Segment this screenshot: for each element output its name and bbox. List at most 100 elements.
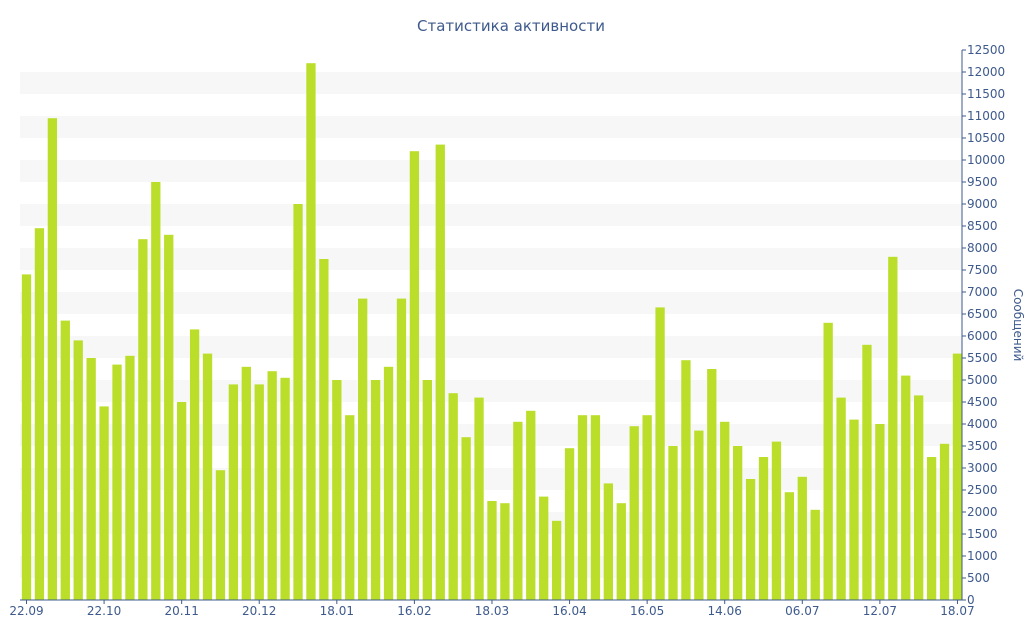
x-tick-label: 12.07 [863, 604, 897, 618]
y-tick-label: 10000 [967, 153, 1005, 167]
bar[interactable] [47, 118, 58, 600]
bar[interactable] [758, 457, 769, 600]
bar[interactable] [448, 393, 458, 600]
bar[interactable] [952, 353, 963, 600]
bar[interactable] [784, 492, 795, 600]
bar[interactable] [383, 366, 394, 600]
bar[interactable] [435, 144, 445, 600]
x-tick-label: 16.04 [552, 604, 586, 618]
bar[interactable] [526, 410, 536, 600]
bar[interactable] [564, 448, 575, 600]
bar[interactable] [603, 483, 613, 600]
grid-band [20, 336, 962, 358]
bar[interactable] [849, 419, 859, 600]
bar[interactable] [138, 239, 148, 600]
bar[interactable] [345, 415, 355, 600]
bar[interactable] [797, 476, 807, 600]
bar[interactable] [202, 353, 213, 600]
bar[interactable] [590, 415, 601, 600]
bar[interactable] [500, 503, 510, 600]
bar[interactable] [293, 204, 303, 600]
bar[interactable] [668, 446, 678, 600]
bar[interactable] [189, 329, 200, 600]
grid-band [20, 424, 962, 446]
x-tick-label: 16.05 [630, 604, 664, 618]
bar[interactable] [926, 457, 937, 600]
bar[interactable] [539, 496, 549, 600]
y-tick-label: 9000 [967, 197, 998, 211]
bar[interactable] [771, 441, 782, 600]
bar[interactable] [487, 501, 497, 600]
y-tick-label: 4000 [967, 417, 998, 431]
bar[interactable] [215, 470, 226, 600]
bar[interactable] [319, 259, 329, 600]
grid-band [20, 468, 962, 490]
bar[interactable] [34, 228, 45, 600]
bar[interactable] [694, 430, 704, 600]
y-tick-label: 1000 [967, 549, 998, 563]
bar[interactable] [875, 424, 885, 600]
bars [21, 63, 963, 601]
bar[interactable] [655, 307, 665, 600]
x-tick-label: 18.07 [940, 604, 974, 618]
bar[interactable] [707, 369, 717, 600]
bar[interactable] [720, 421, 730, 600]
bar[interactable] [112, 364, 122, 600]
bar[interactable] [241, 366, 251, 600]
bar[interactable] [939, 443, 950, 600]
bar[interactable] [836, 397, 846, 600]
y-tick-label: 8000 [967, 241, 998, 255]
bar[interactable] [616, 503, 626, 600]
bar[interactable] [733, 446, 743, 600]
bar[interactable] [280, 377, 290, 600]
bar[interactable] [370, 380, 381, 600]
bar[interactable] [577, 415, 588, 600]
bar[interactable] [474, 397, 484, 600]
bar[interactable] [862, 344, 872, 600]
bar[interactable] [681, 360, 691, 600]
bar[interactable] [358, 298, 368, 600]
y-tick-label: 1500 [967, 527, 998, 541]
y-tick-label: 2000 [967, 505, 998, 519]
y-tick-label: 11000 [967, 109, 1005, 123]
bar[interactable] [332, 380, 342, 600]
bar[interactable] [422, 380, 432, 600]
y-tick-label: 0 [967, 593, 975, 607]
bar[interactable] [642, 415, 652, 600]
bar[interactable] [254, 384, 264, 600]
x-tick-label: 18.03 [475, 604, 509, 618]
bar[interactable] [73, 340, 83, 600]
bar[interactable] [228, 384, 239, 600]
bar[interactable] [409, 151, 420, 600]
bar[interactable] [901, 375, 911, 600]
bar[interactable] [164, 234, 174, 601]
bar[interactable] [60, 320, 70, 600]
bar[interactable] [810, 509, 820, 600]
bar[interactable] [125, 355, 135, 600]
y-axis-ticks: 0 500 1000 1500 2000 2500 3000 3500 4000 4500 5000… [962, 43, 1005, 607]
grid-band [20, 72, 962, 94]
bar[interactable] [396, 298, 407, 600]
bar[interactable] [151, 182, 161, 600]
bar[interactable] [99, 406, 109, 600]
bar[interactable] [86, 358, 96, 600]
bar[interactable] [745, 479, 756, 600]
bar[interactable] [21, 274, 32, 600]
bar[interactable] [306, 63, 316, 600]
bar[interactable] [551, 520, 562, 600]
y-tick-label: 7000 [967, 285, 998, 299]
y-tick-label: 12500 [967, 43, 1005, 57]
bar[interactable] [629, 426, 639, 600]
y-tick-label: 4500 [967, 395, 998, 409]
bar[interactable] [914, 395, 924, 600]
bar[interactable] [823, 322, 833, 600]
chart-title: Статистика активности [417, 17, 605, 35]
bar[interactable] [461, 437, 471, 600]
bar[interactable] [888, 256, 898, 600]
bar[interactable] [177, 402, 187, 600]
bar[interactable] [267, 371, 277, 600]
bar[interactable] [513, 421, 523, 600]
y-tick-label: 12000 [967, 65, 1005, 79]
y-axis-title: Сообщений [1011, 289, 1024, 362]
grid-band [20, 292, 962, 314]
